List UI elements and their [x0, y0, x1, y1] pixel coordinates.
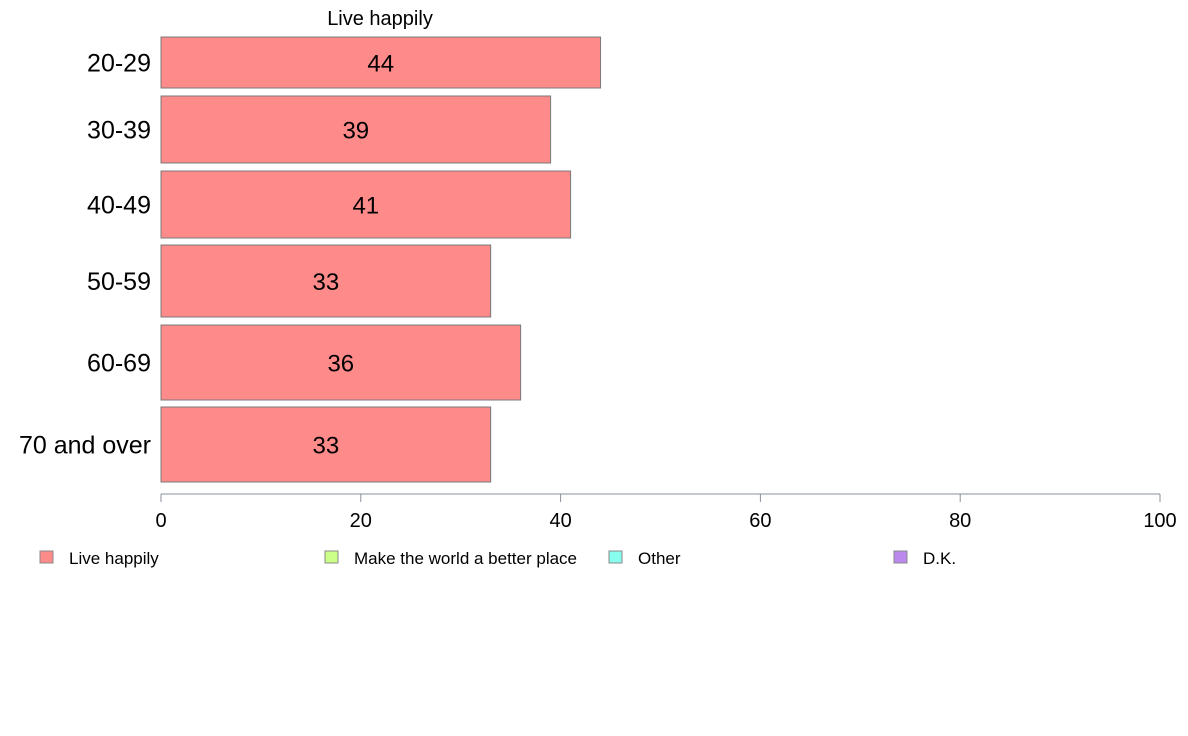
- x-tick-label: 100: [1143, 510, 1176, 532]
- x-tick-label: 80: [949, 510, 971, 532]
- bar-20-29: [160, 36, 602, 89]
- bar-value-label: 41: [352, 193, 379, 220]
- bar-40-49: [160, 170, 572, 239]
- bar-value-label: 33: [312, 433, 339, 460]
- legend-swatch: [324, 550, 339, 564]
- category-label: 60-69: [87, 350, 151, 378]
- bar-value-label: 36: [327, 351, 354, 378]
- category-label: 40-49: [87, 192, 151, 220]
- category-label: 70 and over: [19, 432, 151, 460]
- legend-swatch: [893, 550, 908, 564]
- category-label: 20-29: [87, 50, 151, 78]
- x-tick-label: 20: [350, 510, 372, 532]
- legend-label: D.K.: [923, 549, 956, 568]
- bar-60-69: [160, 324, 522, 401]
- bar-70-and-over: [160, 406, 492, 483]
- bar-value-label: 33: [312, 269, 339, 296]
- bar-value-label: 44: [367, 51, 394, 78]
- category-label: 50-59: [87, 268, 151, 296]
- x-tick-label: 0: [155, 510, 166, 532]
- legend-label: Make the world a better place: [354, 549, 577, 568]
- category-label: 30-39: [87, 117, 151, 145]
- chart-title: Live happily: [327, 8, 433, 30]
- bar-50-59: [160, 244, 492, 318]
- legend-label: Live happily: [69, 549, 159, 568]
- x-axis: 0 20 40 60 80 100: [155, 493, 1177, 532]
- legend-swatch: [39, 550, 54, 564]
- legend-label: Other: [638, 549, 681, 568]
- legend: Live happily Make the world a better plac…: [39, 549, 956, 568]
- bar-30-39: [160, 95, 552, 164]
- bar-value-label: 39: [342, 118, 369, 145]
- x-tick-label: 60: [749, 510, 771, 532]
- bars-group: 44 20-29 39 30-39 41 40-49 33 50-59 36 60-69 33 70 …: [19, 36, 602, 483]
- legend-swatch: [608, 550, 623, 564]
- x-tick-label: 40: [549, 510, 571, 532]
